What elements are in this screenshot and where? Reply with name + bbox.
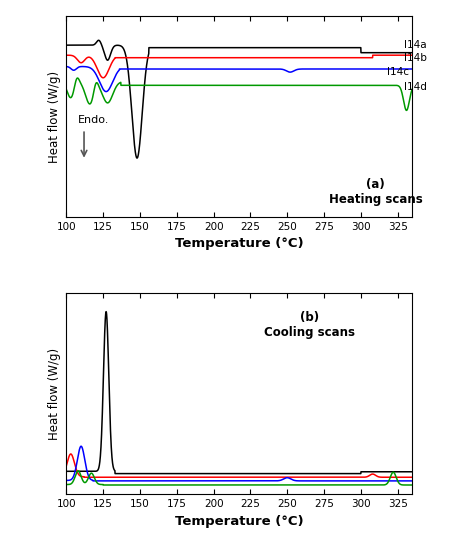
Text: l14a: l14a	[403, 40, 426, 50]
Y-axis label: Heat flow (W/g): Heat flow (W/g)	[48, 348, 61, 440]
Text: (a)
Heating scans: (a) Heating scans	[328, 178, 422, 206]
Text: Endo.: Endo.	[78, 116, 109, 125]
Text: l14d: l14d	[403, 81, 427, 92]
X-axis label: Temperature (°C): Temperature (°C)	[175, 515, 304, 528]
Y-axis label: Heat flow (W/g): Heat flow (W/g)	[48, 71, 61, 163]
Text: (b)
Cooling scans: (b) Cooling scans	[264, 311, 355, 339]
X-axis label: Temperature (°C): Temperature (°C)	[175, 237, 304, 250]
Text: l14c: l14c	[387, 66, 410, 77]
Text: l14b: l14b	[403, 53, 427, 62]
